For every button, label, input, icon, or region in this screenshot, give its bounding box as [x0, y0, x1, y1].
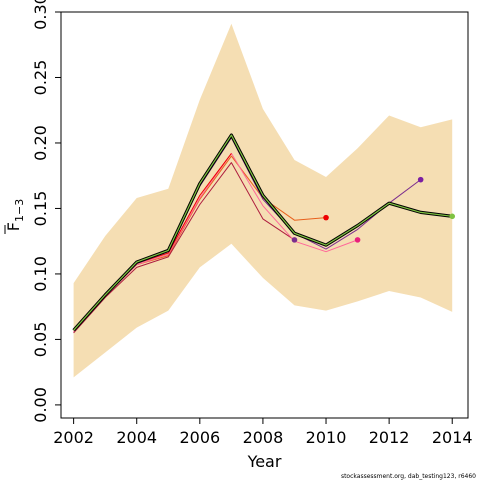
x-tick-label: 2014 — [432, 428, 473, 447]
plot-frame — [60, 11, 469, 419]
y-tick-label: 0.25 — [31, 60, 50, 96]
svg-text:F1−3: F1−3 — [4, 199, 26, 231]
x-tick-label: 2008 — [243, 428, 284, 447]
x-axis-title: Year — [247, 452, 282, 471]
footnote: stockassessment.org, dab_testing123, r64… — [341, 473, 476, 480]
y-tick-label: 0.10 — [31, 256, 50, 292]
y-tick-label: 0.20 — [31, 125, 50, 161]
x-tick-label: 2006 — [179, 428, 220, 447]
x-tick-label: 2004 — [116, 428, 157, 447]
y-tick-label: 0.15 — [31, 191, 50, 227]
endpoint-marker-5 — [449, 213, 456, 220]
endpoint-marker-4 — [417, 176, 424, 183]
x-axis: 2002 2004 2006 2008 2010 2012 2014 — [53, 418, 473, 447]
series-line-2 — [73, 162, 295, 334]
y-axis-title-subscript: 1−3 — [13, 199, 26, 222]
y-tick-label: 0.30 — [31, 0, 50, 30]
y-tick-label: 0.00 — [31, 387, 50, 423]
y-axis-title: F1−3 — [4, 199, 26, 234]
y-axis-title-main: F — [4, 222, 23, 231]
endpoint-marker-2 — [291, 237, 298, 243]
endpoint-marker-3 — [354, 237, 361, 243]
y-tick-label: 0.05 — [31, 322, 50, 358]
series-line-7 — [73, 134, 453, 331]
y-axis: 0.00 0.05 0.10 0.15 0.20 0.25 0.30 — [31, 0, 61, 423]
x-tick-label: 2010 — [306, 428, 347, 447]
x-tick-label: 2002 — [53, 428, 94, 447]
confidence-band — [73, 23, 453, 378]
endpoint-marker-1 — [323, 214, 329, 221]
x-tick-label: 2012 — [369, 428, 410, 447]
